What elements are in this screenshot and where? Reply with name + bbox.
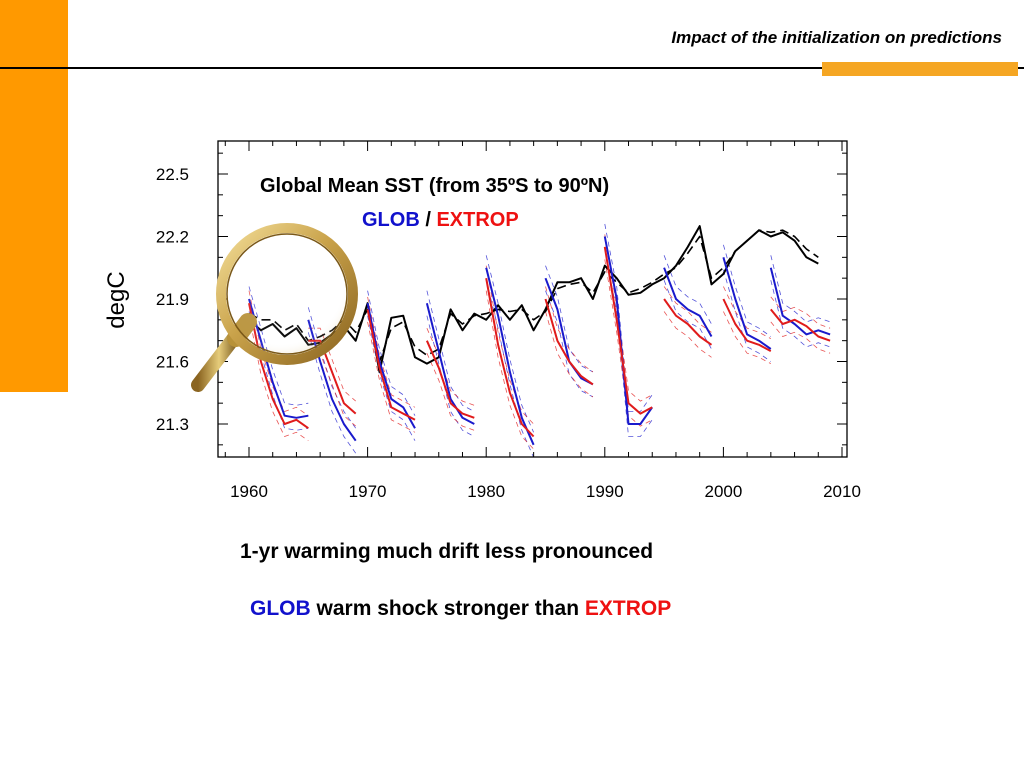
ensemble-member-extrop-18-0	[604, 259, 653, 427]
ensemble-member-extrop-16-1	[485, 265, 534, 425]
ensemble-member-extrop-19-1	[663, 286, 712, 333]
ensemble-member-glob-8-0	[604, 248, 653, 437]
y-tick-label: 21.3	[156, 415, 189, 434]
ensemble-member-glob-4-1	[367, 290, 416, 416]
ensemble-member-extrop-20-0	[723, 311, 771, 364]
ensemble-member-extrop-16-0	[485, 290, 534, 450]
header-divider	[0, 67, 1024, 69]
ensemble-member-extrop-13-1	[308, 327, 356, 402]
ensemble-member-extrop-19-0	[663, 311, 712, 358]
ensemble-member-extrop-15-1	[426, 328, 475, 406]
series-line-glob-6	[485, 267, 535, 446]
ensemble-member-glob-9-0	[663, 280, 712, 350]
ensemble-member-extrop-20-1	[723, 286, 771, 339]
ensemble-member-extrop-12-0	[248, 315, 309, 442]
subtitle-separator: /	[420, 209, 437, 231]
ensemble-member-glob-11-1	[770, 255, 831, 323]
x-tick-label: 1970	[349, 482, 387, 501]
series-line-extrop-21	[770, 308, 831, 342]
x-tick-label: 2000	[704, 482, 742, 501]
note-shock: GLOB warm shock stronger than EXTROP	[250, 597, 671, 621]
x-tick-label: 1980	[467, 482, 505, 501]
series-line-glob-5	[425, 302, 475, 425]
series-line-glob-9	[663, 267, 713, 337]
ensemble-member-glob-7-1	[545, 265, 594, 373]
orange-side-bar	[0, 0, 68, 392]
ensemble-member-glob-6-1	[485, 255, 534, 433]
header-accent-bar	[822, 62, 1018, 76]
x-tick-label: 1960	[230, 482, 268, 501]
tick-label-layer: 1960 1970 1980 1990 2000 2010 21.3 21.6 21.9 22.2…	[156, 165, 861, 501]
y-tick-label: 22.5	[156, 165, 189, 184]
x-tick-label: 2010	[823, 482, 861, 501]
ensemble-member-glob-10-0	[723, 269, 772, 362]
series-line-extrop-15	[425, 340, 475, 419]
ensemble-member-extrop-14-1	[367, 296, 416, 408]
ensemble-member-glob-6-0	[485, 280, 534, 457]
series-line-glob-4	[366, 303, 416, 429]
series-line-extrop-14	[366, 309, 416, 421]
series-line-glob-8	[603, 236, 654, 425]
y-tick-label: 22.2	[156, 228, 189, 247]
ensemble-member-glob-11-0	[770, 280, 831, 348]
ensemble-member-glob-9-1	[663, 255, 712, 325]
ensemble-member-extrop-15-0	[426, 353, 475, 431]
y-axis-label: degC	[103, 271, 130, 328]
note-extrop: EXTROP	[584, 597, 672, 620]
series-layer	[248, 223, 831, 457]
note-drift: 1-yr warming much drift less pronounced	[240, 540, 654, 563]
ensemble-member-extrop-17-1	[545, 286, 594, 373]
ensemble-member-extrop-13-0	[308, 352, 356, 427]
note-glob: GLOB	[250, 597, 311, 620]
x-tick-label: 1990	[586, 482, 624, 501]
ensemble-member-extrop-14-0	[367, 321, 416, 433]
ensemble-member-glob-7-0	[545, 290, 594, 398]
ensemble-member-glob-8-1	[604, 223, 653, 412]
series-line-extrop-17	[544, 298, 594, 386]
ensemble-member-extrop-17-0	[545, 311, 594, 398]
ensemble-member-glob-10-1	[723, 244, 772, 337]
ensemble-member-extrop-21-1	[770, 296, 831, 329]
slide-title: Impact of the initialization on predicti…	[671, 28, 1002, 47]
series-line-extrop-19	[663, 298, 713, 346]
subtitle-glob: GLOB	[362, 209, 420, 231]
note-middle: warm shock stronger than	[310, 597, 585, 620]
y-tick-label: 21.6	[156, 353, 189, 372]
chart-title: Global Mean SST (from 35ºS to 90ºN)	[260, 175, 609, 197]
series-line-glob-11	[769, 267, 831, 336]
series-line-glob-10	[722, 257, 772, 350]
y-tick-label: 21.9	[156, 290, 189, 309]
magnifying-glass-icon	[191, 223, 358, 392]
series-line-extrop-16	[485, 278, 535, 438]
series-line-extrop-18	[603, 246, 653, 415]
series-line-extrop-20	[722, 298, 772, 352]
subtitle-extrop: EXTROP	[436, 209, 518, 231]
ensemble-member-glob-3-0	[307, 332, 357, 454]
chart-subtitle: GLOB / EXTROP	[362, 209, 519, 231]
ensemble-member-extrop-21-0	[770, 321, 831, 354]
